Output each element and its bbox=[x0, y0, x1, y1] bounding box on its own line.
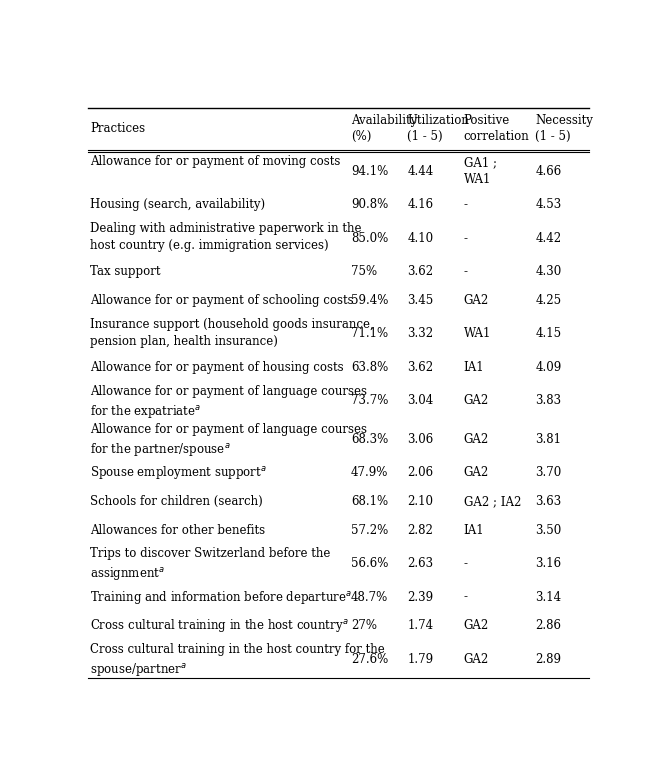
Text: Allowance for or payment of moving costs: Allowance for or payment of moving costs bbox=[90, 155, 341, 168]
Text: Schools for children (search): Schools for children (search) bbox=[90, 495, 263, 508]
Text: Allowance for or payment of language courses
for the expatriate$^{a}$: Allowance for or payment of language cou… bbox=[90, 385, 367, 420]
Text: 4.16: 4.16 bbox=[407, 198, 434, 211]
Text: -: - bbox=[463, 557, 467, 570]
Text: 85.0%: 85.0% bbox=[351, 232, 388, 245]
Text: 56.6%: 56.6% bbox=[351, 557, 389, 570]
Text: 1.79: 1.79 bbox=[407, 652, 434, 666]
Text: 3.50: 3.50 bbox=[535, 523, 562, 536]
Text: 3.81: 3.81 bbox=[535, 433, 561, 446]
Text: Necessity
(1 - 5): Necessity (1 - 5) bbox=[535, 114, 593, 143]
Text: 2.10: 2.10 bbox=[407, 495, 434, 508]
Text: 3.62: 3.62 bbox=[407, 361, 434, 374]
Text: 2.06: 2.06 bbox=[407, 466, 434, 479]
Text: 4.09: 4.09 bbox=[535, 361, 562, 374]
Text: 3.06: 3.06 bbox=[407, 433, 434, 446]
Text: IA1: IA1 bbox=[463, 523, 484, 536]
Text: 2.82: 2.82 bbox=[407, 523, 433, 536]
Text: Availability
(%): Availability (%) bbox=[351, 114, 417, 143]
Text: -: - bbox=[463, 591, 467, 604]
Text: Allowance for or payment of housing costs: Allowance for or payment of housing cost… bbox=[90, 361, 344, 374]
Text: 3.83: 3.83 bbox=[535, 394, 561, 407]
Text: Positive
correlation: Positive correlation bbox=[463, 114, 529, 143]
Text: Trips to discover Switzerland before the
assignment$^{a}$: Trips to discover Switzerland before the… bbox=[90, 547, 331, 582]
Text: GA2 ; IA2: GA2 ; IA2 bbox=[463, 495, 521, 508]
Text: 68.1%: 68.1% bbox=[351, 495, 388, 508]
Text: GA2: GA2 bbox=[463, 394, 489, 407]
Text: -: - bbox=[463, 232, 467, 245]
Text: Practices: Practices bbox=[90, 122, 145, 135]
Text: Dealing with administrative paperwork in the
host country (e.g. immigration serv: Dealing with administrative paperwork in… bbox=[90, 222, 362, 252]
Text: 4.25: 4.25 bbox=[535, 294, 561, 307]
Text: Spouse employment support$^{a}$: Spouse employment support$^{a}$ bbox=[90, 465, 267, 482]
Text: GA2: GA2 bbox=[463, 433, 489, 446]
Text: 63.8%: 63.8% bbox=[351, 361, 388, 374]
Text: 73.7%: 73.7% bbox=[351, 394, 389, 407]
Text: 1.74: 1.74 bbox=[407, 619, 434, 632]
Text: 4.53: 4.53 bbox=[535, 198, 562, 211]
Text: Cross cultural training in the host country$^{a}$: Cross cultural training in the host coun… bbox=[90, 617, 348, 634]
Text: Training and information before departure$^{a}$: Training and information before departur… bbox=[90, 588, 352, 605]
Text: 3.16: 3.16 bbox=[535, 557, 561, 570]
Text: Housing (search, availability): Housing (search, availability) bbox=[90, 198, 265, 211]
Text: 94.1%: 94.1% bbox=[351, 165, 388, 178]
Text: 2.63: 2.63 bbox=[407, 557, 434, 570]
Text: 2.86: 2.86 bbox=[535, 619, 561, 632]
Text: GA2: GA2 bbox=[463, 466, 489, 479]
Text: 4.30: 4.30 bbox=[535, 265, 562, 278]
Text: 27%: 27% bbox=[351, 619, 377, 632]
Text: 90.8%: 90.8% bbox=[351, 198, 388, 211]
Text: IA1: IA1 bbox=[463, 361, 484, 374]
Text: 3.70: 3.70 bbox=[535, 466, 562, 479]
Text: Allowance for or payment of schooling costs: Allowance for or payment of schooling co… bbox=[90, 294, 354, 307]
Text: 3.62: 3.62 bbox=[407, 265, 434, 278]
Text: 3.45: 3.45 bbox=[407, 294, 434, 307]
Text: 3.14: 3.14 bbox=[535, 591, 561, 604]
Text: Utilization
(1 - 5): Utilization (1 - 5) bbox=[407, 114, 469, 143]
Text: 3.32: 3.32 bbox=[407, 328, 434, 340]
Text: Allowance for or payment of language courses
for the partner/spouse$^{a}$: Allowance for or payment of language cou… bbox=[90, 424, 367, 458]
Text: 71.1%: 71.1% bbox=[351, 328, 388, 340]
Text: Cross cultural training in the host country for the
spouse/partner$^{a}$: Cross cultural training in the host coun… bbox=[90, 643, 385, 678]
Text: 2.89: 2.89 bbox=[535, 652, 561, 666]
Text: Tax support: Tax support bbox=[90, 265, 160, 278]
Text: Allowances for other benefits: Allowances for other benefits bbox=[90, 523, 265, 536]
Text: WA1: WA1 bbox=[463, 328, 491, 340]
Text: GA1 ;
WA1: GA1 ; WA1 bbox=[463, 157, 496, 186]
Text: -: - bbox=[463, 265, 467, 278]
Text: 3.63: 3.63 bbox=[535, 495, 562, 508]
Text: 4.66: 4.66 bbox=[535, 165, 562, 178]
Text: 27.6%: 27.6% bbox=[351, 652, 388, 666]
Text: 75%: 75% bbox=[351, 265, 377, 278]
Text: 57.2%: 57.2% bbox=[351, 523, 388, 536]
Text: 59.4%: 59.4% bbox=[351, 294, 389, 307]
Text: 3.04: 3.04 bbox=[407, 394, 434, 407]
Text: 48.7%: 48.7% bbox=[351, 591, 388, 604]
Text: 4.15: 4.15 bbox=[535, 328, 561, 340]
Text: 4.42: 4.42 bbox=[535, 232, 561, 245]
Text: 68.3%: 68.3% bbox=[351, 433, 388, 446]
Text: GA2: GA2 bbox=[463, 652, 489, 666]
Text: GA2: GA2 bbox=[463, 619, 489, 632]
Text: GA2: GA2 bbox=[463, 294, 489, 307]
Text: 2.39: 2.39 bbox=[407, 591, 434, 604]
Text: 4.44: 4.44 bbox=[407, 165, 434, 178]
Text: Insurance support (household goods insurance,
pension plan, health insurance): Insurance support (household goods insur… bbox=[90, 318, 374, 348]
Text: 47.9%: 47.9% bbox=[351, 466, 389, 479]
Text: 4.10: 4.10 bbox=[407, 232, 434, 245]
Text: -: - bbox=[463, 198, 467, 211]
